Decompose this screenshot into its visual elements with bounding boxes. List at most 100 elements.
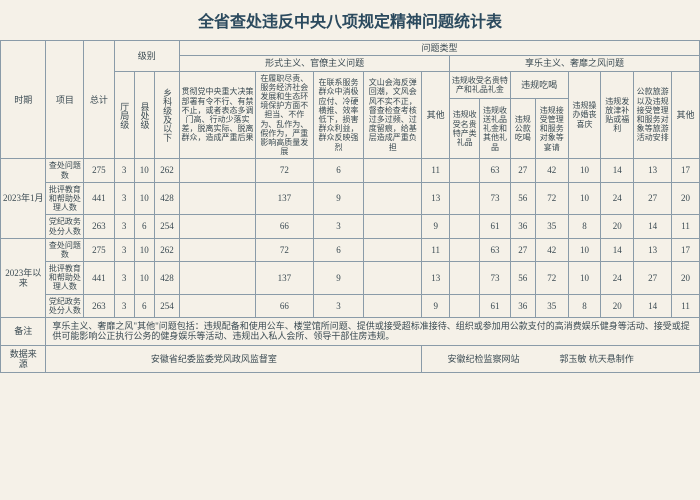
data-cell: 13 [422,182,450,215]
data-cell: 3 [114,262,134,295]
data-cell: 66 [255,215,313,238]
data-cell: 20 [672,262,700,295]
hdr-level: 级别 [114,41,180,72]
data-cell: 428 [154,182,179,215]
data-cell: 263 [84,215,114,238]
hdr-b2: 违规吃喝 [510,71,568,99]
data-cell [450,294,480,317]
data-cell: 63 [480,159,510,182]
data-cell: 3 [114,215,134,238]
hdr-b1: 违规收受名贵特产和礼品礼金 [450,71,511,99]
data-cell: 9 [422,294,450,317]
period-cell: 2023年1月 [1,159,46,238]
data-cell: 24 [601,182,634,215]
data-cell: 441 [84,182,114,215]
hdr-b1a: 违规收受名贵特产类礼品 [450,99,480,159]
data-cell: 42 [535,159,568,182]
data-cell [450,215,480,238]
hdr-ptype: 问题类型 [180,41,700,56]
data-cell: 56 [510,262,535,295]
data-cell [450,182,480,215]
data-cell: 13 [634,238,672,261]
data-cell: 27 [634,262,672,295]
data-cell: 11 [422,238,450,261]
hdr-b2b: 违规接受管理和服务对象等宴请 [535,99,568,159]
data-cell [364,294,422,317]
hdr-b3: 违规操办婚丧喜庆 [568,71,601,159]
period-cell: 2023年以来 [1,238,46,317]
data-cell: 137 [255,182,313,215]
data-cell: 36 [510,215,535,238]
data-cell: 13 [634,159,672,182]
data-cell [450,238,480,261]
data-cell [180,238,256,261]
data-cell: 3 [313,215,363,238]
notes-label: 备注 [1,318,46,346]
page-title: 全省查处违反中央八项规定精神问题统计表 [0,0,700,40]
data-cell: 275 [84,159,114,182]
data-cell: 6 [313,159,363,182]
data-cell: 3 [114,159,134,182]
data-cell: 14 [634,294,672,317]
source-row: 数据来源 安徽省纪委监委党风政风监督室 安徽纪检监察网站郭玉敏 杭天悬制作 [1,345,700,373]
hdr-a3: 在联系服务群众中消极应付、冷硬横推、效率低下，损害群众利益，群众反映强烈 [313,71,363,159]
data-cell: 9 [313,262,363,295]
hdr-a4: 文山会海反弹回潮，文风会风不实不正，督查检查考核过多过频、过度留痕，给基层造成严… [364,71,422,159]
item-cell: 批评教育和帮助处理人数 [46,182,84,215]
data-cell: 14 [634,215,672,238]
hdr-cat-a: 形式主义、官僚主义问题 [180,56,450,71]
data-cell: 20 [601,294,634,317]
table-row: 党纪政务处分人数2633625466396136358201411 [1,215,700,238]
data-cell: 254 [154,215,179,238]
data-cell: 27 [510,159,535,182]
data-cell: 14 [601,238,634,261]
source-org: 安徽省纪委监委党风政风监督室 [46,345,422,373]
item-cell: 查处问题数 [46,238,84,261]
data-cell: 63 [480,238,510,261]
data-cell: 9 [422,215,450,238]
hdr-b6: 其他 [672,71,700,159]
data-cell [364,262,422,295]
hdr-b1b: 违规收送礼品礼金和其他礼品 [480,99,510,159]
hdr-lv2: 县处级 [134,71,154,159]
item-cell: 批评教育和帮助处理人数 [46,262,84,295]
data-cell [180,159,256,182]
data-cell: 13 [422,262,450,295]
hdr-cat-b: 享乐主义、奢靡之风问题 [450,56,700,71]
item-cell: 党纪政务处分人数 [46,294,84,317]
data-cell: 8 [568,215,601,238]
data-cell: 11 [672,215,700,238]
data-cell: 10 [134,238,154,261]
data-cell: 428 [154,262,179,295]
data-cell: 3 [313,294,363,317]
data-cell: 10 [134,182,154,215]
data-cell: 72 [255,159,313,182]
item-cell: 查处问题数 [46,159,84,182]
hdr-b4: 违规发放津补贴或福利 [601,71,634,159]
data-cell: 73 [480,182,510,215]
data-cell [364,238,422,261]
data-cell [180,262,256,295]
hdr-total: 总计 [84,41,114,159]
stats-table: 时期 项目 总计 级别 问题类型 形式主义、官僚主义问题 享乐主义、奢靡之风问题… [0,40,700,373]
data-cell: 6 [134,215,154,238]
table-row: 2023年以来查处问题数2753102627261163274210141317 [1,238,700,261]
hdr-lv3: 乡科级及以下 [154,71,179,159]
data-cell: 10 [568,238,601,261]
data-cell: 6 [313,238,363,261]
table-body: 2023年1月查处问题数2753102627261163274210141317… [1,159,700,318]
data-cell: 56 [510,182,535,215]
data-cell: 9 [313,182,363,215]
data-cell: 72 [535,182,568,215]
data-cell [364,159,422,182]
data-cell: 61 [480,294,510,317]
data-cell: 441 [84,262,114,295]
source-label: 数据来源 [1,345,46,373]
data-cell: 17 [672,238,700,261]
data-cell [180,294,256,317]
data-cell: 3 [114,182,134,215]
data-cell: 3 [114,294,134,317]
hdr-a2: 在履职尽责、服务经济社会发展和生态环境保护方面不担当、不作为、乱作为、假作为，严… [255,71,313,159]
data-cell: 35 [535,294,568,317]
data-cell: 61 [480,215,510,238]
